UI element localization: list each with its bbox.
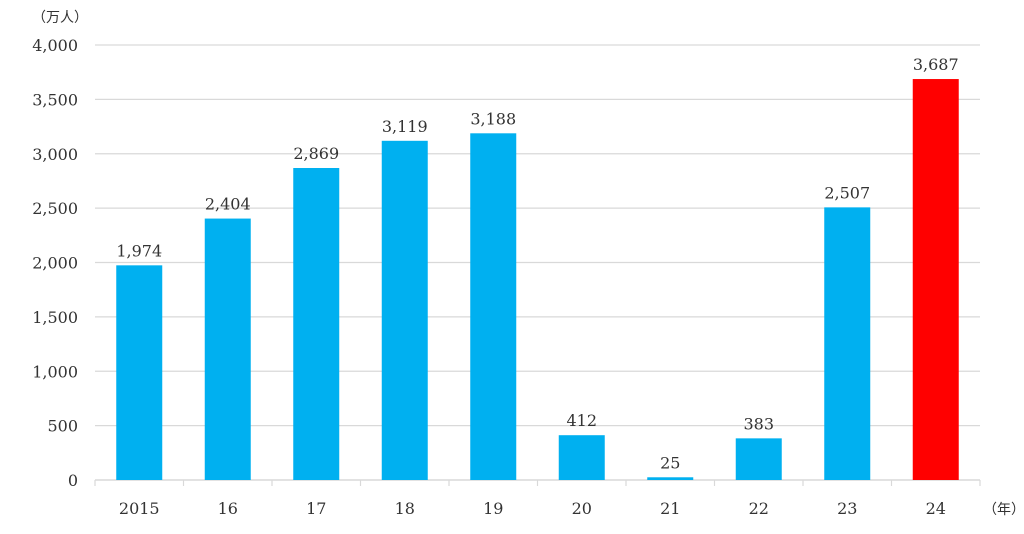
x-tick-label: 16 bbox=[218, 499, 238, 518]
data-label-17: 2,869 bbox=[293, 144, 339, 163]
bars bbox=[116, 79, 959, 480]
data-label-19: 3,188 bbox=[470, 109, 516, 128]
y-tick-label: 3,000 bbox=[32, 145, 78, 164]
x-tick-label: 20 bbox=[572, 499, 592, 518]
data-labels: 1,974 2,404 2,869 3,119 3,188 412 25 383 2,507 3,… bbox=[116, 55, 958, 472]
x-tick-label: 23 bbox=[837, 499, 857, 518]
bar-23 bbox=[824, 207, 871, 480]
y-tick-label: 1,000 bbox=[32, 362, 78, 381]
x-axis-ticks: 2015 16 17 18 19 20 21 22 23 24 bbox=[94, 480, 981, 518]
x-tick-label: 24 bbox=[926, 499, 946, 518]
data-label-24: 3,687 bbox=[913, 55, 959, 74]
bar-20 bbox=[558, 435, 605, 480]
bar-17 bbox=[293, 167, 340, 480]
y-tick-label: 1,500 bbox=[32, 308, 78, 327]
bar-22 bbox=[735, 438, 782, 480]
data-label-22: 383 bbox=[743, 414, 774, 433]
x-tick-label: 18 bbox=[395, 499, 415, 518]
data-label-21: 25 bbox=[660, 453, 680, 472]
bar-18 bbox=[381, 140, 428, 480]
bar-2015 bbox=[116, 265, 163, 480]
x-tick-label: 22 bbox=[749, 499, 769, 518]
x-tick-label: 21 bbox=[660, 499, 680, 518]
data-label-2015: 1,974 bbox=[116, 241, 162, 260]
bar-21 bbox=[647, 477, 694, 480]
y-tick-label: 2,000 bbox=[32, 254, 78, 273]
y-axis-unit-label: （万人） bbox=[32, 10, 88, 26]
y-axis-ticks: 0 500 1,000 1,500 2,000 2,500 3,000 3,500 4,000 bbox=[32, 36, 78, 490]
y-tick-label: 2,500 bbox=[32, 199, 78, 218]
x-tick-label: 19 bbox=[483, 499, 503, 518]
x-tick-label: 2015 bbox=[119, 499, 160, 518]
bar-24 bbox=[912, 79, 959, 480]
data-label-18: 3,119 bbox=[382, 117, 428, 136]
y-tick-label: 4,000 bbox=[32, 36, 78, 55]
data-label-16: 2,404 bbox=[205, 195, 251, 214]
data-label-23: 2,507 bbox=[824, 183, 870, 202]
y-tick-label: 500 bbox=[47, 417, 78, 436]
y-tick-label: 0 bbox=[68, 471, 78, 490]
data-label-20: 412 bbox=[566, 411, 597, 430]
x-tick-label: 17 bbox=[306, 499, 326, 518]
bar-19 bbox=[470, 133, 517, 480]
y-tick-label: 3,500 bbox=[32, 90, 78, 109]
x-axis-unit-label: （年） bbox=[983, 502, 1024, 518]
bar-16 bbox=[204, 218, 251, 480]
